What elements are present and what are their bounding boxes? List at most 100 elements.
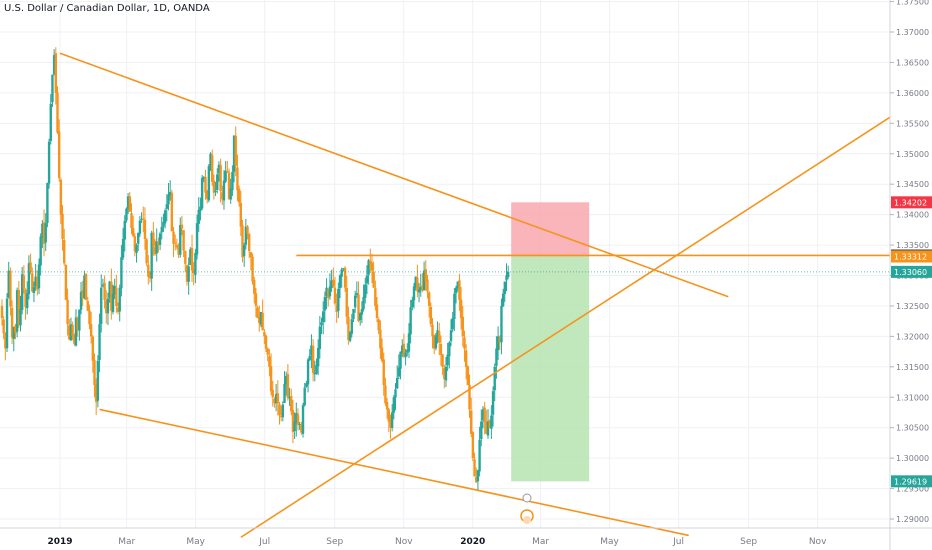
candle-body [313,372,316,375]
candle-body [463,337,466,349]
x-tick-label: Mar [118,537,135,547]
candle-body [495,348,498,366]
candle-body [263,332,266,337]
candle-body [212,180,216,193]
candle-body [81,290,84,298]
candle-body [453,293,456,320]
candle-body [374,288,377,306]
candle-body [106,298,110,314]
candle-body [369,261,372,265]
candle-body [165,204,169,209]
candle-body [123,220,126,240]
candle-body [7,270,10,298]
candle-body [91,336,95,361]
candle-body [98,324,101,360]
candle-body [237,188,241,203]
price-label: 1.33312 [894,253,927,262]
candle-body [330,280,333,289]
candle-body [480,421,483,440]
candle-body [291,410,295,432]
candle-body [385,402,389,410]
candle-body [170,193,174,232]
candle-body [500,305,503,343]
candle-body [236,167,239,191]
candle-body [266,348,269,355]
candle-body [426,279,429,292]
candle-body [506,271,510,278]
candle-body [367,260,370,275]
y-tick-label: 1.32000 [896,332,929,341]
candle-body [348,332,352,341]
candle-body [39,236,42,266]
candle-body [459,299,463,319]
candle-body [224,170,227,182]
price-label: 1.33060 [894,268,927,277]
price-label-bg [891,250,932,263]
price-label: 1.29619 [894,477,927,486]
candle-body [241,225,244,258]
x-tick-label: May [186,537,205,547]
candle-body [108,281,111,298]
candle-body [439,343,443,355]
candle-body [458,280,461,300]
stop-loss-zone [511,202,590,257]
candle-body [163,210,167,224]
candle-body [483,407,486,422]
candle-body [71,324,74,337]
candle-body [180,224,184,229]
candle-body [27,263,31,295]
candle-body [456,281,459,289]
candle-body [486,421,490,436]
x-tick-label: Sep [326,537,343,547]
candles [0,47,510,491]
candle-body [157,242,160,246]
candle-body [320,322,323,326]
candle-body [449,330,453,342]
earnings-icon-inner [523,516,532,524]
candle-body [305,383,308,387]
candle-body [485,421,488,434]
candle-body [273,399,276,404]
x-tick-label: Sep [740,537,757,547]
candle-body [395,377,399,389]
y-tick-label: 1.34500 [896,180,929,189]
candle-body [187,266,190,282]
candle-body [195,223,199,255]
y-tick-label: 1.37500 [896,0,929,7]
candle-body [404,352,407,358]
candle-body [61,213,64,239]
candle-body [473,459,476,477]
candle-body [177,247,180,255]
candle-body [276,393,279,404]
candle-body [285,375,288,385]
candle-body [105,300,108,314]
y-tick-label: 1.32500 [896,302,929,311]
candle-body [325,287,328,296]
candle-body [69,324,73,341]
candle-body [14,325,17,334]
candle-body [162,221,165,227]
candle-body [211,155,214,182]
x-tick-label: Jul [258,537,270,547]
candle-body [332,279,335,287]
candle-body [279,416,283,418]
candle-body [288,397,291,399]
candle-body [68,325,71,340]
candle-body [133,236,137,252]
candle-body [46,182,49,223]
candle-body [64,265,68,300]
candle-body [466,366,470,386]
candle-body [274,394,278,404]
candle-body [283,383,286,404]
candle-body [63,239,66,264]
y-tick-label: 1.33500 [896,241,929,250]
candle-body [5,298,9,349]
candle-body [197,209,200,224]
candle-body [143,219,147,239]
candle-body [31,273,34,292]
candle-body [113,285,116,295]
candle-body [15,290,19,332]
